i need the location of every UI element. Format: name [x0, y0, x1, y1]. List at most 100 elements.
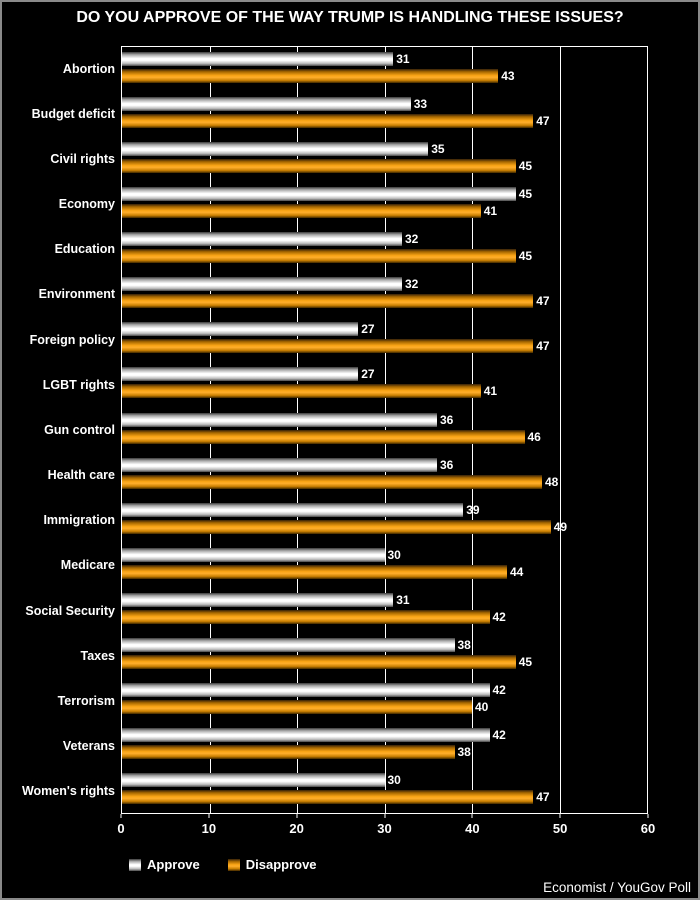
category-label: Health care — [47, 468, 115, 483]
category-labels: Abortion Budget deficit Civil rights Econom… — [2, 46, 115, 814]
disapprove-value-label: 47 — [536, 114, 550, 129]
approve-bar — [122, 412, 437, 427]
axis-tick-label: 40 — [465, 821, 480, 836]
approve-bar-row: 35 — [122, 142, 647, 157]
disapprove-bar-row: 42 — [122, 609, 647, 624]
bar-group: 36 46 — [122, 408, 647, 453]
approve-bar-row: 27 — [122, 367, 647, 382]
axis-tick-label: 60 — [640, 821, 656, 836]
category-label: Medicare — [60, 558, 115, 573]
approve-bar — [122, 502, 464, 517]
bar-group: 30 47 — [122, 768, 647, 813]
bar-group: 42 40 — [122, 678, 647, 723]
bar-group: 27 47 — [122, 317, 647, 362]
disapprove-bar — [122, 474, 542, 489]
disapprove-bar — [122, 294, 534, 309]
disapprove-bar — [122, 114, 534, 129]
chart-title: DO YOU APPROVE OF THE WAY TRUMP IS HANDL… — [76, 9, 624, 26]
approve-bar-row: 36 — [122, 457, 647, 472]
disapprove-value-label: 40 — [475, 699, 489, 714]
approve-value-label: 33 — [413, 97, 428, 112]
disapprove-value-label: 43 — [501, 69, 515, 83]
disapprove-bar-row: 47 — [122, 790, 647, 804]
x-axis: 0 10 20 30 40 50 60 — [117, 814, 655, 844]
approve-bar — [122, 142, 429, 157]
disapprove-bar-row: 47 — [122, 294, 647, 309]
bar-group: 32 47 — [122, 272, 647, 317]
category-label: Gun control — [44, 422, 115, 437]
disapprove-bar-row: 45 — [122, 159, 647, 174]
disapprove-bar-row: 45 — [122, 249, 647, 264]
approve-bar-row: 45 — [122, 187, 647, 202]
disapprove-value-label: 38 — [457, 744, 471, 759]
approve-value-label: 42 — [492, 727, 506, 742]
axis-tick — [471, 814, 473, 818]
approve-bar-row: 30 — [122, 547, 647, 562]
legend: Approve Disapprove — [129, 857, 317, 872]
approve-bar-row: 27 — [122, 322, 647, 337]
approve-bar — [122, 682, 490, 697]
bar-group: 31 43 — [122, 47, 647, 92]
axis-tick — [647, 814, 649, 818]
disapprove-bar-row: 38 — [122, 744, 647, 759]
approve-bar — [122, 277, 402, 292]
approve-bar — [122, 97, 411, 112]
approve-bar — [122, 187, 516, 202]
category-label: Budget deficit — [31, 106, 115, 121]
disapprove-bar — [122, 699, 472, 714]
axis-tick-label: 30 — [377, 821, 392, 836]
axis-tick — [384, 814, 385, 818]
disapprove-bar — [122, 339, 534, 354]
disapprove-bar-row: 47 — [122, 114, 647, 129]
disapprove-bar-row: 47 — [122, 339, 647, 354]
approve-bar — [122, 637, 455, 652]
disapprove-bar-row: 41 — [122, 384, 647, 399]
approve-bar — [122, 547, 385, 562]
disapprove-bar — [122, 790, 534, 804]
disapprove-value-label: 47 — [536, 339, 550, 354]
approve-bar-row: 42 — [122, 682, 647, 697]
category-label: Terrorism — [57, 693, 115, 708]
disapprove-bar — [122, 159, 516, 174]
disapprove-bar — [122, 249, 516, 264]
disapprove-bar — [122, 69, 499, 83]
disapprove-bar — [122, 654, 516, 669]
approve-bar — [122, 367, 359, 382]
axis-tick — [208, 814, 210, 818]
disapprove-value-label: 41 — [483, 384, 498, 399]
disapprove-value-label: 46 — [527, 429, 541, 444]
legend-label-disapprove: Disapprove — [245, 857, 317, 872]
disapprove-swatch-icon — [227, 858, 240, 871]
disapprove-value-label: 49 — [553, 519, 568, 534]
bar-group: 36 48 — [122, 453, 647, 498]
approve-bar-row: 38 — [122, 637, 647, 652]
category-label: Taxes — [80, 648, 115, 663]
bar-group: 31 42 — [122, 588, 647, 633]
legend-item-approve: Approve — [129, 857, 200, 872]
plot-area: 31 43 33 47 35 45 45 41 32 45 32 47 27 47 27 41 36 46 36 48… — [121, 46, 648, 814]
category-label: Foreign policy — [29, 332, 115, 347]
approve-value-label: 39 — [466, 502, 480, 517]
category-label: Education — [54, 242, 115, 257]
approve-bar — [122, 727, 490, 742]
disapprove-value-label: 42 — [492, 609, 506, 624]
category-label: Civil rights — [50, 151, 115, 166]
approve-bar — [122, 232, 402, 247]
approve-value-label: 30 — [387, 773, 401, 787]
approve-value-label: 32 — [405, 277, 419, 292]
approve-value-label: 31 — [396, 592, 410, 607]
disapprove-value-label: 44 — [510, 564, 524, 579]
bar-group: 45 41 — [122, 182, 647, 227]
disapprove-bar-row: 48 — [122, 474, 647, 489]
category-label: Veterans — [62, 739, 115, 754]
approve-bar — [122, 52, 394, 66]
bar-group: 33 47 — [122, 92, 647, 137]
bar-group: 32 45 — [122, 227, 647, 272]
category-label: Environment — [38, 287, 115, 302]
approve-bar-row: 39 — [122, 502, 647, 517]
approve-bar-row: 31 — [122, 592, 647, 607]
axis-tick — [559, 814, 561, 818]
approve-value-label: 38 — [457, 637, 471, 652]
axis-tick — [120, 814, 122, 818]
category-label: Immigration — [43, 513, 115, 528]
